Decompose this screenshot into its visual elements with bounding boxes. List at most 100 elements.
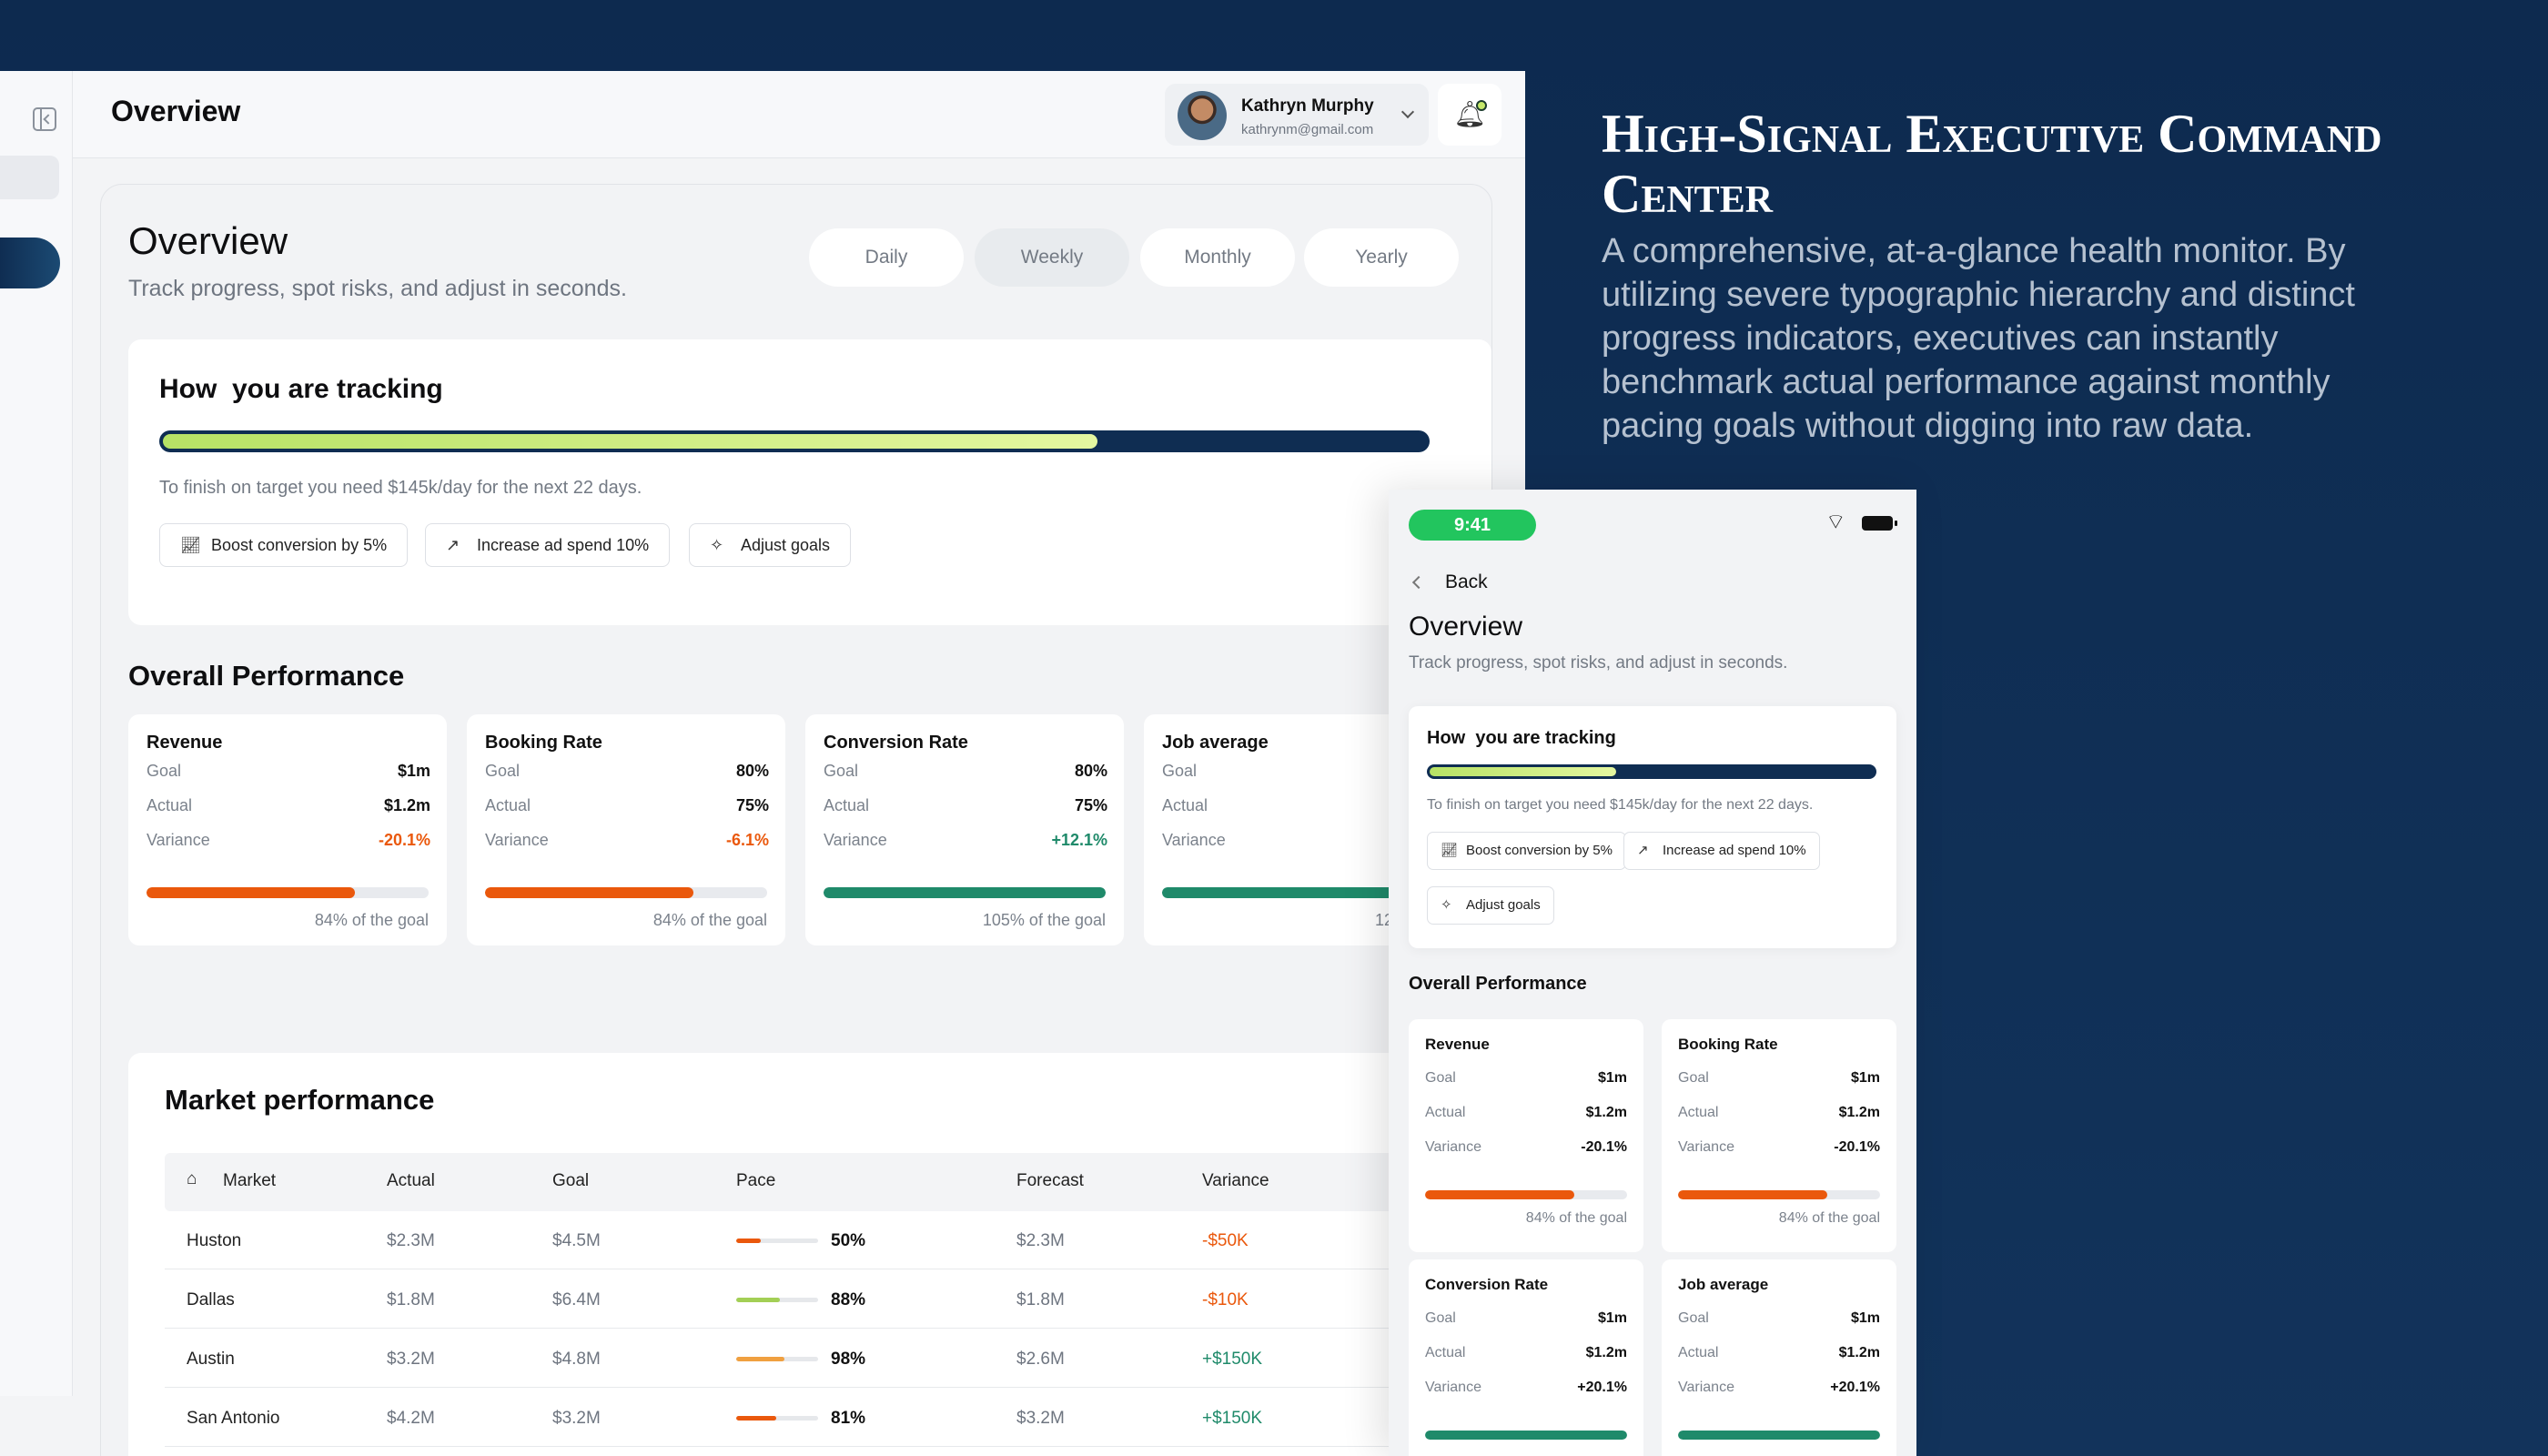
market-pace: 50%	[831, 1231, 866, 1250]
pace-bar	[736, 1298, 818, 1302]
metric-card-booking-rate: Booking Rate Goal 80% Actual 75% Variance -6.1…	[467, 714, 785, 945]
market-performance-title: Market performance	[165, 1084, 435, 1116]
market-actual: $1.8M	[387, 1290, 435, 1309]
metric-label-variance: Variance	[1425, 1380, 1481, 1395]
mobile-tracking-note: To finish on target you need $145k/day f…	[1427, 797, 1814, 813]
metric-progress-bar	[1162, 887, 1444, 898]
column-header-variance: Variance	[1202, 1171, 1269, 1190]
desktop-window: Overview Kathryn Murphy kathrynm@gmail.c…	[0, 71, 1525, 1456]
metric-name: Booking Rate	[485, 733, 602, 753]
metric-row-actual: Actual $1.2m	[1678, 1345, 1880, 1361]
metric-value-variance: +20.1%	[1577, 1380, 1627, 1395]
mobile-metric-card-job-average: Job average Goal $1m Actual $1.2m Variance +20…	[1662, 1259, 1896, 1456]
tab-weekly[interactable]: Weekly	[975, 228, 1129, 287]
action-chip-2[interactable]: ✧ Adjust goals	[689, 523, 852, 567]
metric-row-variance: Variance	[1162, 831, 1446, 850]
action-chip-label: Boost conversion by 5%	[211, 536, 388, 554]
action-chip-1[interactable]: ↗ Increase ad spend 10%	[425, 523, 671, 567]
metric-progress-fill	[1678, 1190, 1828, 1199]
chart-icon: 📈︎	[1441, 843, 1459, 858]
market-performance-card: Market performance Market Actual Goal Pace F…	[128, 1053, 1491, 1456]
tab-yearly[interactable]: Yearly	[1304, 228, 1459, 287]
metric-progress-fill	[1162, 887, 1444, 898]
metric-value-actual: 75%	[1074, 796, 1107, 814]
pace-fill	[736, 1416, 776, 1421]
metric-row-variance: Variance +12.1%	[824, 831, 1107, 850]
mobile-action-chip-1[interactable]: ↗ Increase ad spend 10%	[1623, 832, 1820, 870]
mobile-action-chip-0[interactable]: 📈︎ Boost conversion by 5%	[1427, 832, 1626, 870]
tracking-progress-fill	[163, 434, 1098, 449]
metric-row-actual: Actual 75%	[485, 796, 769, 815]
metric-label-actual: Actual	[1425, 1345, 1466, 1360]
action-chip-0[interactable]: 📈︎ Boost conversion by 5%	[159, 523, 409, 567]
notification-dot	[1476, 100, 1487, 111]
sidebar	[0, 71, 73, 1396]
market-actual: $3.2M	[387, 1350, 435, 1369]
chevron-down-icon[interactable]	[1400, 105, 1415, 119]
metric-goal-note: 84% of the goal	[1778, 1210, 1880, 1226]
metric-progress-fill	[485, 887, 694, 898]
market-goal: $3.2M	[552, 1409, 601, 1428]
market-goal: $4.5M	[552, 1231, 601, 1250]
mobile-title: Overview	[1409, 612, 1523, 642]
metric-value-variance: -20.1%	[378, 831, 430, 849]
metric-label-goal: Goal	[1162, 762, 1198, 780]
metric-row-actual: Actual	[1162, 796, 1446, 815]
notifications-button[interactable]: 🔔︎	[1438, 84, 1502, 146]
metric-name: Conversion Rate	[1425, 1276, 1549, 1293]
mobile-action-chip-2[interactable]: ✧ Adjust goals	[1427, 886, 1554, 925]
mobile-mockup: 9:41 ⌔ Back Overview Track progress, spo…	[1389, 490, 1916, 1456]
store-icon: ⌂	[187, 1169, 197, 1188]
metric-row-variance: Variance -20.1%	[1425, 1139, 1627, 1156]
metric-card-conversion-rate: Conversion Rate Goal 80% Actual 75% Variance +…	[805, 714, 1124, 945]
metric-progress-bar	[147, 887, 429, 898]
mobile-tracking-title: How you are tracking	[1427, 728, 1616, 748]
page-title: Overview	[111, 95, 241, 127]
mobile-tracking-card: How you are tracking To finish on target…	[1409, 706, 1896, 948]
table-row[interactable]: Austin $3.2M $4.8M 98% $2.6M +$150K	[165, 1330, 1457, 1388]
market-goal: $4.8M	[552, 1350, 601, 1369]
tracking-progress-bar	[159, 430, 1430, 452]
metric-label-actual: Actual	[824, 796, 870, 814]
metric-row-variance: Variance -20.1%	[147, 831, 430, 850]
market-name: Austin	[187, 1350, 235, 1369]
tab-daily[interactable]: Daily	[809, 228, 964, 287]
metric-label-goal: Goal	[1678, 1310, 1709, 1326]
metric-row-goal: Goal 80%	[485, 762, 769, 781]
metric-value-goal: 80%	[735, 762, 769, 780]
action-chip-label: Increase ad spend 10%	[477, 536, 650, 554]
metric-row-goal: Goal $1m	[147, 762, 430, 781]
sidebar-collapse-icon[interactable]	[33, 107, 56, 131]
metric-label-variance: Variance	[1678, 1139, 1734, 1155]
metric-name: Revenue	[1425, 1036, 1490, 1053]
pace-fill	[736, 1239, 761, 1243]
column-header-forecast: Forecast	[1016, 1171, 1084, 1190]
metric-value-goal: $1m	[1850, 1070, 1880, 1086]
sidebar-item-active[interactable]	[0, 238, 60, 288]
back-button[interactable]: Back	[1445, 571, 1488, 592]
metric-row-actual: Actual $1.2m	[147, 796, 430, 815]
chart-icon: 📈︎	[180, 536, 201, 554]
metric-progress-fill	[1425, 1431, 1627, 1440]
metric-row-variance: Variance +20.1%	[1425, 1380, 1627, 1396]
tracking-card: How you are tracking To finish on target…	[128, 339, 1491, 625]
metric-label-goal: Goal	[1425, 1070, 1456, 1086]
metric-label-variance: Variance	[1425, 1139, 1481, 1155]
pace-bar	[736, 1239, 818, 1243]
marketing-headline: High-Signal Executive Command Center	[1602, 104, 2382, 224]
chevron-left-icon[interactable]	[1411, 575, 1426, 590]
column-header-pace: Pace	[736, 1171, 776, 1190]
marketing-body: A comprehensive, at-a-glance health moni…	[1602, 232, 2355, 445]
market-pace: 98%	[831, 1350, 866, 1369]
table-row[interactable]: Huston $2.3M $4.5M 50% $2.3M -$50K	[165, 1211, 1457, 1269]
table-row[interactable]: San Antonio $4.2M $3.2M 81% $3.2M +$150K	[165, 1389, 1457, 1447]
table-row[interactable]: Dallas $1.8M $6.4M 88% $1.8M -$10K	[165, 1270, 1457, 1329]
column-header-market: Market	[223, 1171, 277, 1190]
sidebar-item[interactable]	[0, 156, 59, 199]
metric-row-goal: Goal $1m	[1678, 1310, 1880, 1327]
tab-monthly[interactable]: Monthly	[1140, 228, 1295, 287]
metric-row-actual: Actual $1.2m	[1678, 1105, 1880, 1121]
mobile-action-chip-label: Increase ad spend 10%	[1663, 843, 1806, 858]
user-menu[interactable]: Kathryn Murphy kathrynm@gmail.com	[1165, 84, 1429, 146]
metric-label-variance: Variance	[824, 831, 887, 849]
